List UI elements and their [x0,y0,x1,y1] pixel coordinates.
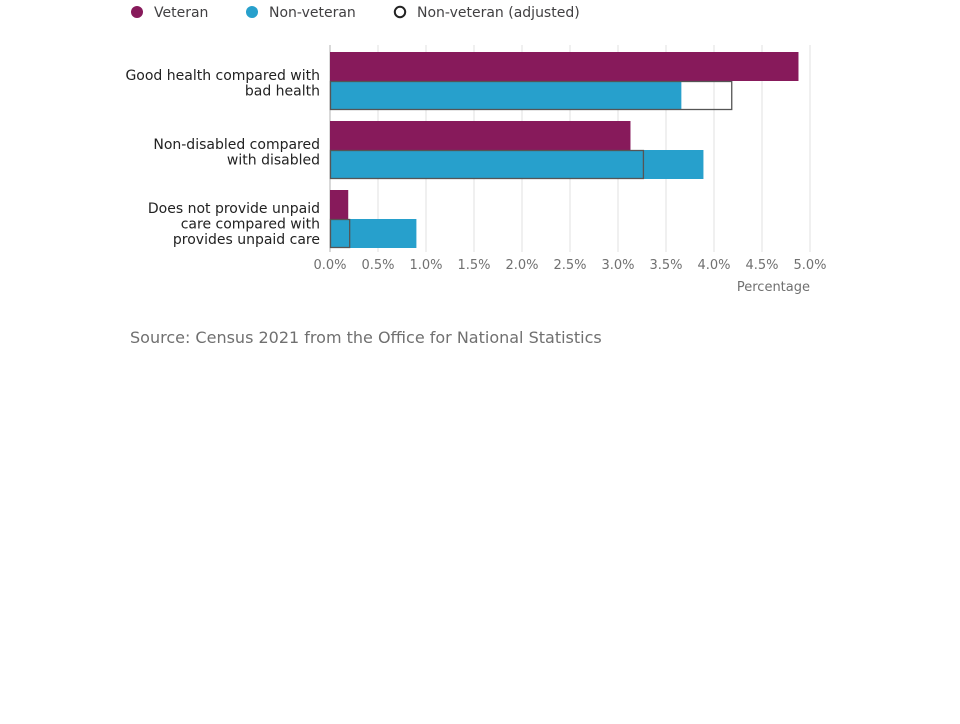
x-axis-title: Percentage [737,280,810,295]
legend-marker-2 [393,5,407,19]
legend-marker-0 [131,6,143,18]
category-label-line: provides unpaid care [173,232,320,248]
x-tick-label-2: 1.0% [409,258,442,273]
bar-non-veteran-1 [330,150,704,179]
legend: Veteran Non-veteran Non-veteran (adjusted) [131,5,580,21]
bar-non-veteran-0 [330,81,682,110]
x-tick-label-8: 4.0% [697,258,730,273]
category-label-1: Non-disabled compared with disabled [153,137,320,169]
category-labels: Good health compared with bad health Non-d… [125,68,320,248]
category-label-line: care compared with [181,217,320,233]
x-tick-label-0: 0.0% [313,258,346,273]
x-tick-label-10: 5.0% [793,258,826,273]
legend-label-1: Non-veteran [269,5,356,21]
x-tick-label-7: 3.5% [649,258,682,273]
category-label-line: Does not provide unpaid [148,201,320,217]
bar-non-veteran-adjusted-2 [329,218,351,249]
bar-non-veteran-adjusted-0 [329,80,733,111]
category-label-line: with disabled [227,153,320,169]
x-tick-label-4: 2.0% [505,258,538,273]
x-tick-label-6: 3.0% [601,258,634,273]
x-tick-label-9: 4.5% [745,258,778,273]
category-label-line: Good health compared with [125,68,320,84]
x-tick-label-1: 0.5% [361,258,394,273]
category-label-0: Good health compared with bad health [125,68,320,100]
bars [329,52,799,249]
category-label-2: Does not provide unpaid care compared wit… [148,201,320,248]
x-axis-ticks: 0.0% 0.5% 1.0% 1.5% 2.0% 2.5% 3.0% 3.5% 4.0% 4.5%… [313,258,826,273]
x-tick-label-5: 2.5% [553,258,586,273]
x-tick-label-3: 1.5% [457,258,490,273]
source-note: Source: Census 2021 from the Office for … [130,328,602,347]
bar-veteran-2 [330,190,349,219]
bar-non-veteran-adjusted-1 [329,149,645,180]
legend-label-0: Veteran [154,5,208,21]
bar-veteran-1 [330,121,631,150]
category-label-line: Non-disabled compared [153,137,320,153]
legend-label-2: Non-veteran (adjusted) [417,5,580,21]
category-label-line: bad health [245,84,320,100]
bar-non-veteran-2 [330,219,417,248]
bar-veteran-0 [330,52,799,81]
legend-marker-1 [246,6,258,18]
